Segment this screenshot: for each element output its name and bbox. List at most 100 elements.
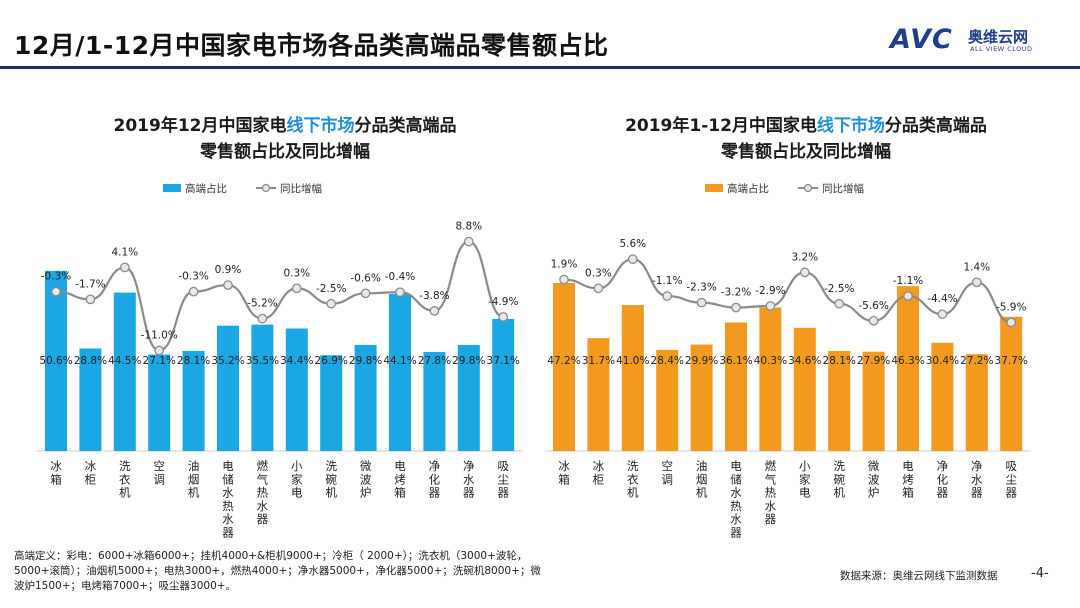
chart2-line-label: -5.6% [858, 300, 888, 312]
chart1-x-tick-label: 烟 [188, 472, 200, 486]
chart2-line-point [937, 309, 948, 320]
chart2-x-tick-label: 储 [730, 472, 742, 486]
chart1-x-tick-label: 储 [222, 472, 234, 486]
chart1-bar-label: 26.9% [315, 355, 348, 367]
chart1-x-tick-label: 水 [222, 486, 234, 500]
chart1-line-point [395, 287, 405, 298]
chart2-x-tick-label: 尘 [1005, 472, 1017, 486]
chart1-x-tick-label: 箱 [394, 486, 406, 500]
chart1-x-tick-label: 水 [463, 472, 475, 486]
chart2-x-tick-label: 器 [1005, 486, 1017, 500]
chart1-line-label: -1.7% [75, 278, 105, 290]
chart1-bar-label: 29.8% [452, 355, 485, 367]
chart2-line-point [799, 267, 810, 278]
chart1-bar-label: 28.1% [177, 355, 210, 367]
chart1-line-label: 4.1% [111, 246, 138, 258]
chart1-x-tick-label: 油 [188, 459, 200, 473]
chart1-bar [113, 292, 136, 451]
chart1-bar [79, 348, 102, 451]
chart1-x-tick-label: 洗 [119, 459, 131, 473]
chart1-x-tick-label: 尘 [497, 472, 509, 486]
chart2-bar [725, 322, 747, 451]
chart1-bar-label: 35.2% [211, 355, 244, 367]
chart2-x-tick-label: 油 [696, 459, 708, 473]
chart1-line-point [291, 283, 302, 294]
chart2-line-label: 3.2% [791, 251, 818, 263]
chart2-x-tick-label: 化 [937, 472, 949, 486]
chart2-x-tick-label: 箱 [558, 472, 570, 486]
chart2-bar [828, 350, 851, 451]
chart2-x-tick-label: 电 [799, 486, 811, 500]
chart1-x-tick-label: 电 [291, 486, 303, 500]
chart1-bar [251, 324, 274, 451]
chart2-x-tick-label: 机 [627, 486, 639, 500]
chart1-bar [320, 355, 343, 451]
chart2-line-point [971, 277, 982, 288]
chart2-bar-label: 40.3% [754, 355, 787, 367]
chart1-line-point [51, 286, 61, 297]
header-rule [0, 66, 1080, 69]
chart2-x-tick-label: 气 [765, 472, 777, 486]
chart2-bar-label: 46.3% [891, 355, 924, 367]
source-note: 数据来源：奥维云网线下监测数据 [840, 570, 998, 582]
chart2-bar-label: 29.9% [685, 355, 718, 367]
chart1-line-label: -4.9% [488, 296, 518, 308]
chart1-line-label: -0.3% [41, 271, 71, 283]
chart2-title-line2: 零售额占比及同比增幅 [720, 141, 891, 162]
chart1-line-point [188, 286, 199, 297]
chart2-bar [897, 286, 919, 451]
chart2-x-tick-label: 燃 [765, 459, 777, 473]
chart2-line-label: -2.3% [686, 282, 716, 294]
chart1-bar [45, 270, 67, 451]
chart1-x-tick-label: 净 [429, 459, 441, 473]
footnote: 高端定义：彩电：6000+冰箱6000+；挂机4000+&柜机9000+；冷柜（… [14, 550, 541, 592]
chart1-bar-label: 27.1% [143, 355, 176, 367]
chart1-title-line2: 零售额占比及同比增幅 [199, 141, 370, 162]
chart2-line-label: -2.5% [824, 283, 854, 295]
chart1-x-tick-label: 气 [257, 472, 269, 486]
chart1-x-tick-label: 器 [429, 486, 441, 500]
chart1-bar-label: 37.1% [487, 355, 520, 367]
chart1-line-label: 8.8% [455, 221, 482, 233]
chart2-legend-bar-swatch [705, 184, 723, 192]
chart1-bar [423, 352, 446, 451]
chart1-bar-label: 35.5% [246, 355, 279, 367]
logo-mark: AVC [890, 24, 953, 55]
chart2-x-tick-label: 电 [730, 459, 742, 473]
chart2-x-tick-label: 器 [730, 526, 742, 540]
chart1-x-tick-label: 吸 [497, 459, 509, 473]
chart1-line-label: -0.6% [350, 272, 380, 284]
chart1-x-tick-label: 电 [394, 459, 406, 473]
chart2-title: 2019年1-12月中国家电线下市场分品类高端品 [625, 115, 987, 136]
chart2-x-tick-label: 衣 [627, 472, 639, 486]
chart1-line-label: -11.0% [141, 330, 178, 342]
chart1-x-tick-label: 水 [222, 512, 234, 526]
chart1-x-tick-label: 洗 [325, 459, 337, 473]
page-number: -4- [1031, 566, 1049, 581]
chart1-x-tick-label: 箱 [50, 472, 62, 486]
chart2-bar-label: 47.2% [547, 355, 580, 367]
chart1-bar-label: 27.8% [418, 355, 451, 367]
chart2-x-tick-label: 热 [765, 486, 777, 500]
chart2-bar [965, 354, 988, 451]
chart2-line-label: -3.2% [721, 287, 751, 299]
chart2-bar-label: 37.7% [995, 355, 1028, 367]
chart1-x-tick-label: 机 [188, 486, 200, 500]
chart1-line-point [119, 262, 130, 273]
chart1-line-label: 0.3% [283, 267, 310, 279]
chart1-line-label: -2.5% [316, 283, 346, 295]
chart2-legend-line-marker [803, 183, 813, 193]
chart2-line-label: 5.6% [619, 238, 646, 250]
chart2-bar [656, 349, 679, 451]
chart1-legend-line-marker [261, 183, 271, 193]
chart2-line-label: -2.9% [755, 285, 785, 297]
chart1-bar [389, 294, 411, 451]
chart2-x-tick-label: 冰 [593, 459, 605, 473]
chart2-line-point [559, 274, 569, 285]
chart2-line-point [662, 291, 673, 301]
chart1-legend-bar-swatch [163, 184, 181, 192]
chart1-legend-bar-label: 高端占比 [185, 182, 227, 195]
chart2-x-tick-label: 机 [696, 486, 708, 500]
chart1-x-tick-label: 热 [222, 499, 234, 513]
